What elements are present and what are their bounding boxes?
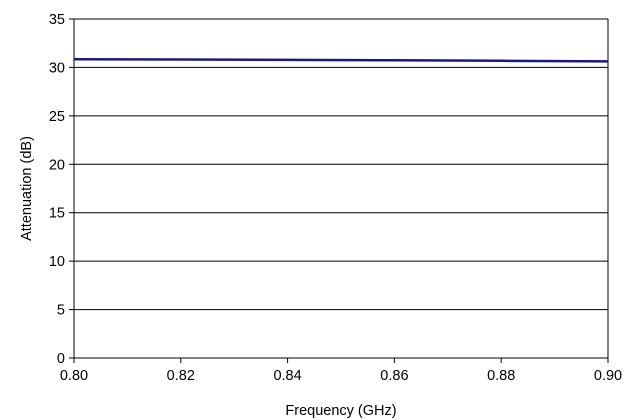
y-tick-label: 15	[49, 206, 65, 222]
axes	[73, 19, 609, 359]
x-tick-label: 0.90	[594, 368, 622, 384]
x-tick-label: 0.86	[380, 368, 408, 384]
x-tick-label: 0.88	[487, 368, 515, 384]
series-line	[73, 57, 609, 63]
y-tick-label: 10	[49, 254, 65, 270]
y-tick-label: 25	[49, 109, 65, 125]
x-tick-label: 0.80	[60, 368, 88, 384]
x-tick-label: 0.82	[167, 368, 195, 384]
ticks: 0 5 10 15 20 25 30 35 0.80 0.82 0.84 0.86 0.88 0.90	[49, 12, 622, 384]
y-tick-label: 35	[49, 12, 65, 28]
gridlines	[74, 18, 608, 311]
y-tick-label: 5	[57, 303, 65, 319]
y-tick-label: 0	[57, 351, 65, 367]
y-tick-label: 20	[49, 157, 65, 173]
y-axis-title: Attenuation (dB)	[19, 136, 35, 241]
series	[73, 57, 609, 63]
y-tick-label: 30	[49, 60, 65, 76]
x-axis-title: Frequency (GHz)	[285, 403, 396, 419]
x-tick-label: 0.84	[273, 368, 301, 384]
